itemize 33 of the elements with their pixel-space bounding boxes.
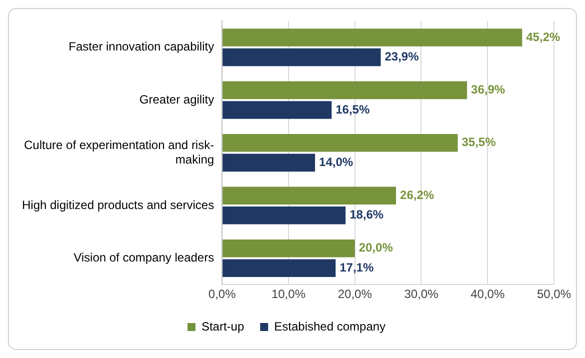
data-label: 36,9% (471, 82, 506, 97)
bar (222, 28, 522, 46)
y-tick-label: Faster innovation capability (68, 40, 214, 54)
bar (222, 154, 316, 172)
y-tick-label: Greater agility (139, 92, 214, 106)
data-label: 35,5% (462, 135, 496, 150)
data-label: 18,6% (350, 208, 384, 222)
data-label: 26,2% (400, 188, 434, 202)
bar (222, 239, 355, 258)
bar (222, 186, 396, 205)
bar (222, 134, 458, 152)
data-label: 17,1% (340, 260, 374, 274)
legend-label: Start-up (201, 319, 244, 334)
bar (222, 81, 468, 100)
x-tick-label: 20,0% (338, 287, 372, 302)
x-tick-label: 50,0% (536, 287, 572, 302)
x-tick-label: 0,0% (208, 287, 236, 302)
data-label: 45,2% (526, 30, 560, 44)
bar (222, 101, 332, 119)
data-label: 16,5% (336, 102, 370, 116)
bar (222, 48, 381, 66)
x-tick-label: 30,0% (404, 287, 439, 302)
bar (222, 259, 336, 278)
bar (222, 206, 346, 224)
y-tick-label: High digitized products and services (22, 198, 214, 212)
data-label: 20,0% (358, 240, 394, 255)
x-tick-label: 10,0% (271, 287, 306, 302)
legend-label: Estabished company (274, 319, 386, 334)
data-label: 23,9% (384, 50, 420, 64)
data-label: 14,0% (319, 154, 354, 169)
x-tick-label: 40,0% (470, 287, 505, 302)
y-tick-label: Vision of company leaders (74, 250, 214, 265)
y-tick-label: Culture of experimentation and risk-making (24, 138, 214, 166)
